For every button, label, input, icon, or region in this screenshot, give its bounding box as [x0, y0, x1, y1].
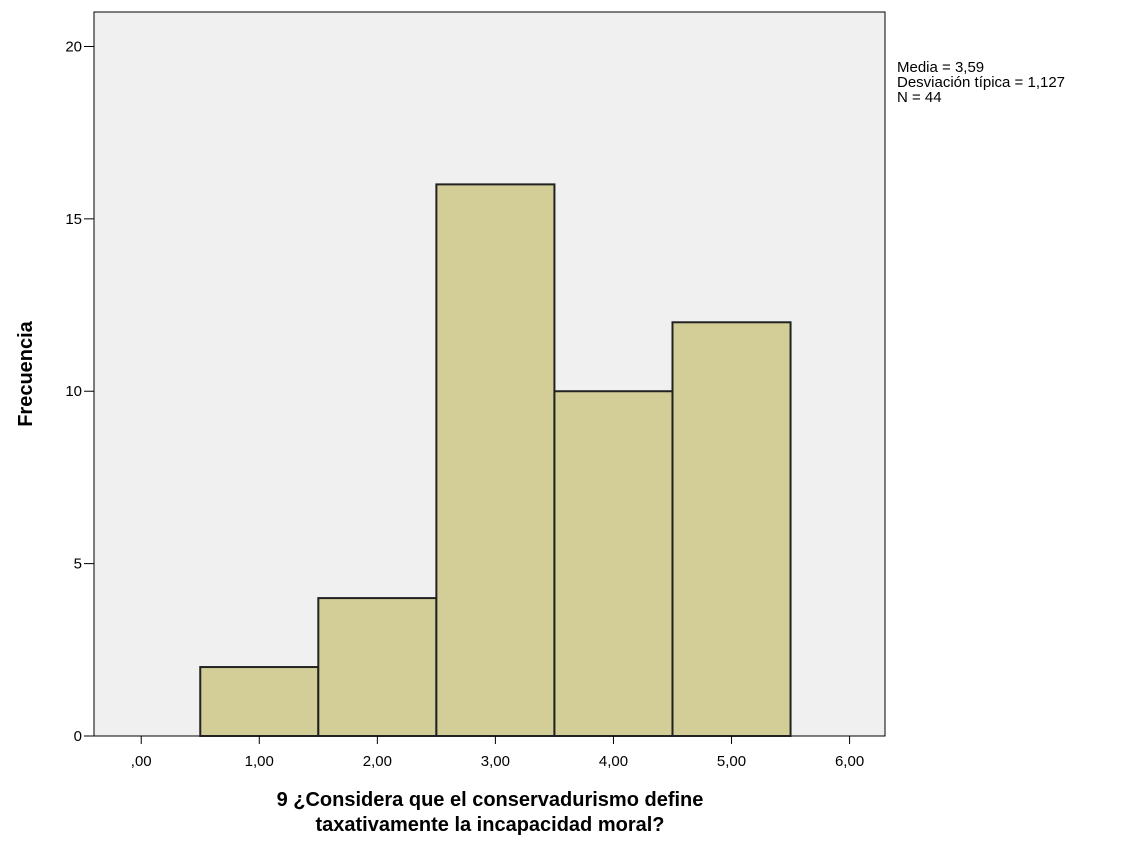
x-tick-label-5: 5,00 — [717, 753, 746, 770]
x-axis-title-line-2: taxativamente la incapacidad moral? — [315, 814, 664, 836]
y-tick-label-4: 20 — [65, 38, 82, 55]
histogram-bar-2 — [317, 597, 438, 737]
x-tick-label-6: 6,00 — [835, 753, 864, 770]
x-tick-label-3: 3,00 — [481, 753, 510, 770]
x-tick-label-4: 4,00 — [599, 753, 628, 770]
y-tick-label-3: 15 — [65, 211, 82, 228]
y-tick-label-1: 5 — [74, 556, 82, 573]
y-tick-label-2: 10 — [65, 383, 82, 400]
x-tick-label-2: 2,00 — [363, 753, 392, 770]
x-tick-label-0: ,00 — [131, 753, 152, 770]
axes-layer: 0 5 10 15 20 ,00 1,00 2,00 3,00 4,00 5,00 6,00 — [65, 38, 864, 770]
y-axis-title: Frecuencia — [15, 320, 37, 426]
histogram-bar-5 — [671, 321, 792, 737]
stats-mean: Media = 3,59 — [897, 59, 984, 76]
histogram-bar-3 — [435, 183, 556, 737]
histogram-bar-4 — [553, 390, 674, 737]
stats-std-dev: Desviación típica = 1,127 — [897, 74, 1065, 91]
stats-n: N = 44 — [897, 89, 942, 106]
histogram-bar-1 — [199, 666, 320, 737]
y-tick-label-0: 0 — [74, 728, 82, 745]
bars-layer — [199, 183, 792, 737]
x-tick-label-1: 1,00 — [245, 753, 274, 770]
x-axis-title-line-1: 9 ¿Considera que el conservadurismo defi… — [277, 789, 704, 811]
